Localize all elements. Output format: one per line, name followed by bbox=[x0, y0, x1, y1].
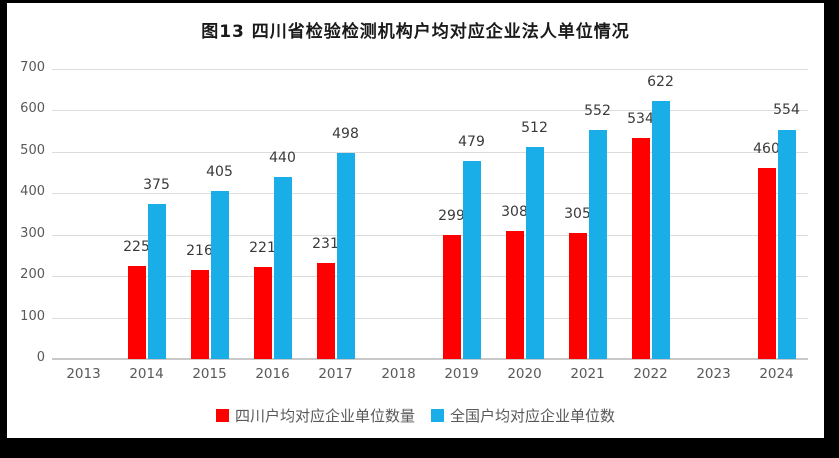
bar-2021-series-0 bbox=[568, 232, 587, 359]
legend-swatch-sichuan-red bbox=[215, 409, 229, 422]
bar-2021-series-1 bbox=[588, 130, 607, 359]
bar-2014-series-0 bbox=[127, 265, 146, 359]
data-label-2019-series-1: 479 bbox=[458, 133, 485, 150]
bar-2024-series-1 bbox=[777, 129, 796, 359]
legend-item-national: 全国户均对应企业单位数 bbox=[431, 405, 615, 426]
bar-2017-series-0 bbox=[316, 263, 335, 359]
bar-2015-series-1 bbox=[210, 191, 229, 359]
bar-2019-series-0 bbox=[442, 235, 461, 359]
bar-2020-series-1 bbox=[525, 146, 544, 359]
bar-2014-series-1 bbox=[147, 203, 166, 359]
data-label-2017-series-0: 231 bbox=[312, 236, 339, 253]
data-label-2015-series-1: 405 bbox=[206, 164, 233, 181]
gridline-400 bbox=[52, 193, 808, 195]
data-label-2024-series-0: 460 bbox=[753, 141, 780, 158]
y-tick-label-300: 300 bbox=[20, 225, 45, 241]
y-tick-label-0: 0 bbox=[36, 350, 45, 365]
chart-title: 图13 四川省检验检测机构户均对应企业法人单位情况 bbox=[201, 22, 630, 42]
data-label-2014-series-1: 375 bbox=[143, 176, 170, 193]
y-tick-label-100: 100 bbox=[20, 308, 45, 324]
y-tick-label-500: 500 bbox=[20, 142, 45, 158]
bar-2022-series-0 bbox=[631, 137, 650, 359]
x-tick-label-2017: 2017 bbox=[318, 366, 353, 382]
x-tick-label-2022: 2022 bbox=[633, 366, 668, 382]
y-tick-label-600: 600 bbox=[20, 101, 45, 117]
bar-2016-series-1 bbox=[273, 176, 292, 359]
data-label-2020-series-1: 512 bbox=[521, 119, 548, 136]
gridline-200 bbox=[52, 276, 808, 278]
gridline-0 bbox=[52, 358, 808, 360]
x-tick-label-2019: 2019 bbox=[444, 366, 479, 382]
bar-2016-series-0 bbox=[253, 267, 272, 359]
data-label-2024-series-1: 554 bbox=[773, 102, 800, 119]
x-tick-label-2018: 2018 bbox=[381, 366, 416, 382]
data-label-2020-series-0: 308 bbox=[501, 204, 528, 221]
bar-2024-series-0 bbox=[757, 168, 776, 359]
legend-label-sichuan: 四川户均对应企业单位数量 bbox=[234, 407, 415, 425]
chart-frame: 图13 四川省检验检测机构户均对应企业法人单位情况 225 375 216 405 22… bbox=[7, 3, 824, 438]
gridline-500 bbox=[52, 151, 808, 153]
data-label-2017-series-1: 498 bbox=[332, 125, 359, 142]
x-tick-label-2015: 2015 bbox=[192, 366, 227, 382]
x-tick-label-2013: 2013 bbox=[66, 366, 101, 382]
plot-area: 225 375 216 405 221 440 231 498 299 479 308 512 305 5… bbox=[52, 69, 808, 360]
data-label-2021-series-1: 552 bbox=[584, 103, 611, 120]
bar-2015-series-0 bbox=[190, 269, 209, 359]
x-tick-label-2024: 2024 bbox=[759, 366, 794, 382]
x-tick-label-2016: 2016 bbox=[255, 366, 290, 382]
y-tick-label-700: 700 bbox=[20, 60, 45, 75]
x-tick-label-2023: 2023 bbox=[696, 366, 731, 382]
data-label-2019-series-0: 299 bbox=[438, 208, 465, 225]
legend-swatch-national-blue bbox=[431, 409, 444, 422]
chart-legend: 四川户均对应企业单位数量 全国户均对应企业单位数 bbox=[7, 405, 824, 426]
bar-2017-series-1 bbox=[336, 152, 355, 359]
gridline-700 bbox=[52, 69, 808, 70]
gridline-100 bbox=[52, 317, 808, 319]
data-label-2015-series-0: 216 bbox=[186, 242, 213, 259]
bar-2022-series-1 bbox=[651, 101, 670, 359]
x-tick-label-2021: 2021 bbox=[570, 366, 605, 382]
data-label-2022-series-1: 622 bbox=[647, 74, 674, 91]
data-label-2014-series-0: 225 bbox=[123, 238, 150, 255]
x-tick-label-2020: 2020 bbox=[507, 366, 542, 382]
gridline-600 bbox=[52, 110, 808, 112]
data-label-2022-series-0: 534 bbox=[627, 110, 654, 127]
data-label-2021-series-0: 305 bbox=[564, 205, 591, 222]
data-label-2016-series-0: 221 bbox=[249, 240, 276, 257]
bar-2019-series-1 bbox=[462, 160, 481, 359]
legend-item-sichuan: 四川户均对应企业单位数量 bbox=[215, 405, 415, 426]
data-label-2016-series-1: 440 bbox=[269, 149, 296, 166]
legend-label-national: 全国户均对应企业单位数 bbox=[450, 407, 616, 425]
bar-2020-series-0 bbox=[505, 231, 524, 359]
x-tick-label-2014: 2014 bbox=[129, 366, 164, 382]
y-tick-label-200: 200 bbox=[20, 267, 45, 283]
y-tick-label-400: 400 bbox=[20, 184, 45, 200]
gridline-300 bbox=[52, 234, 808, 236]
